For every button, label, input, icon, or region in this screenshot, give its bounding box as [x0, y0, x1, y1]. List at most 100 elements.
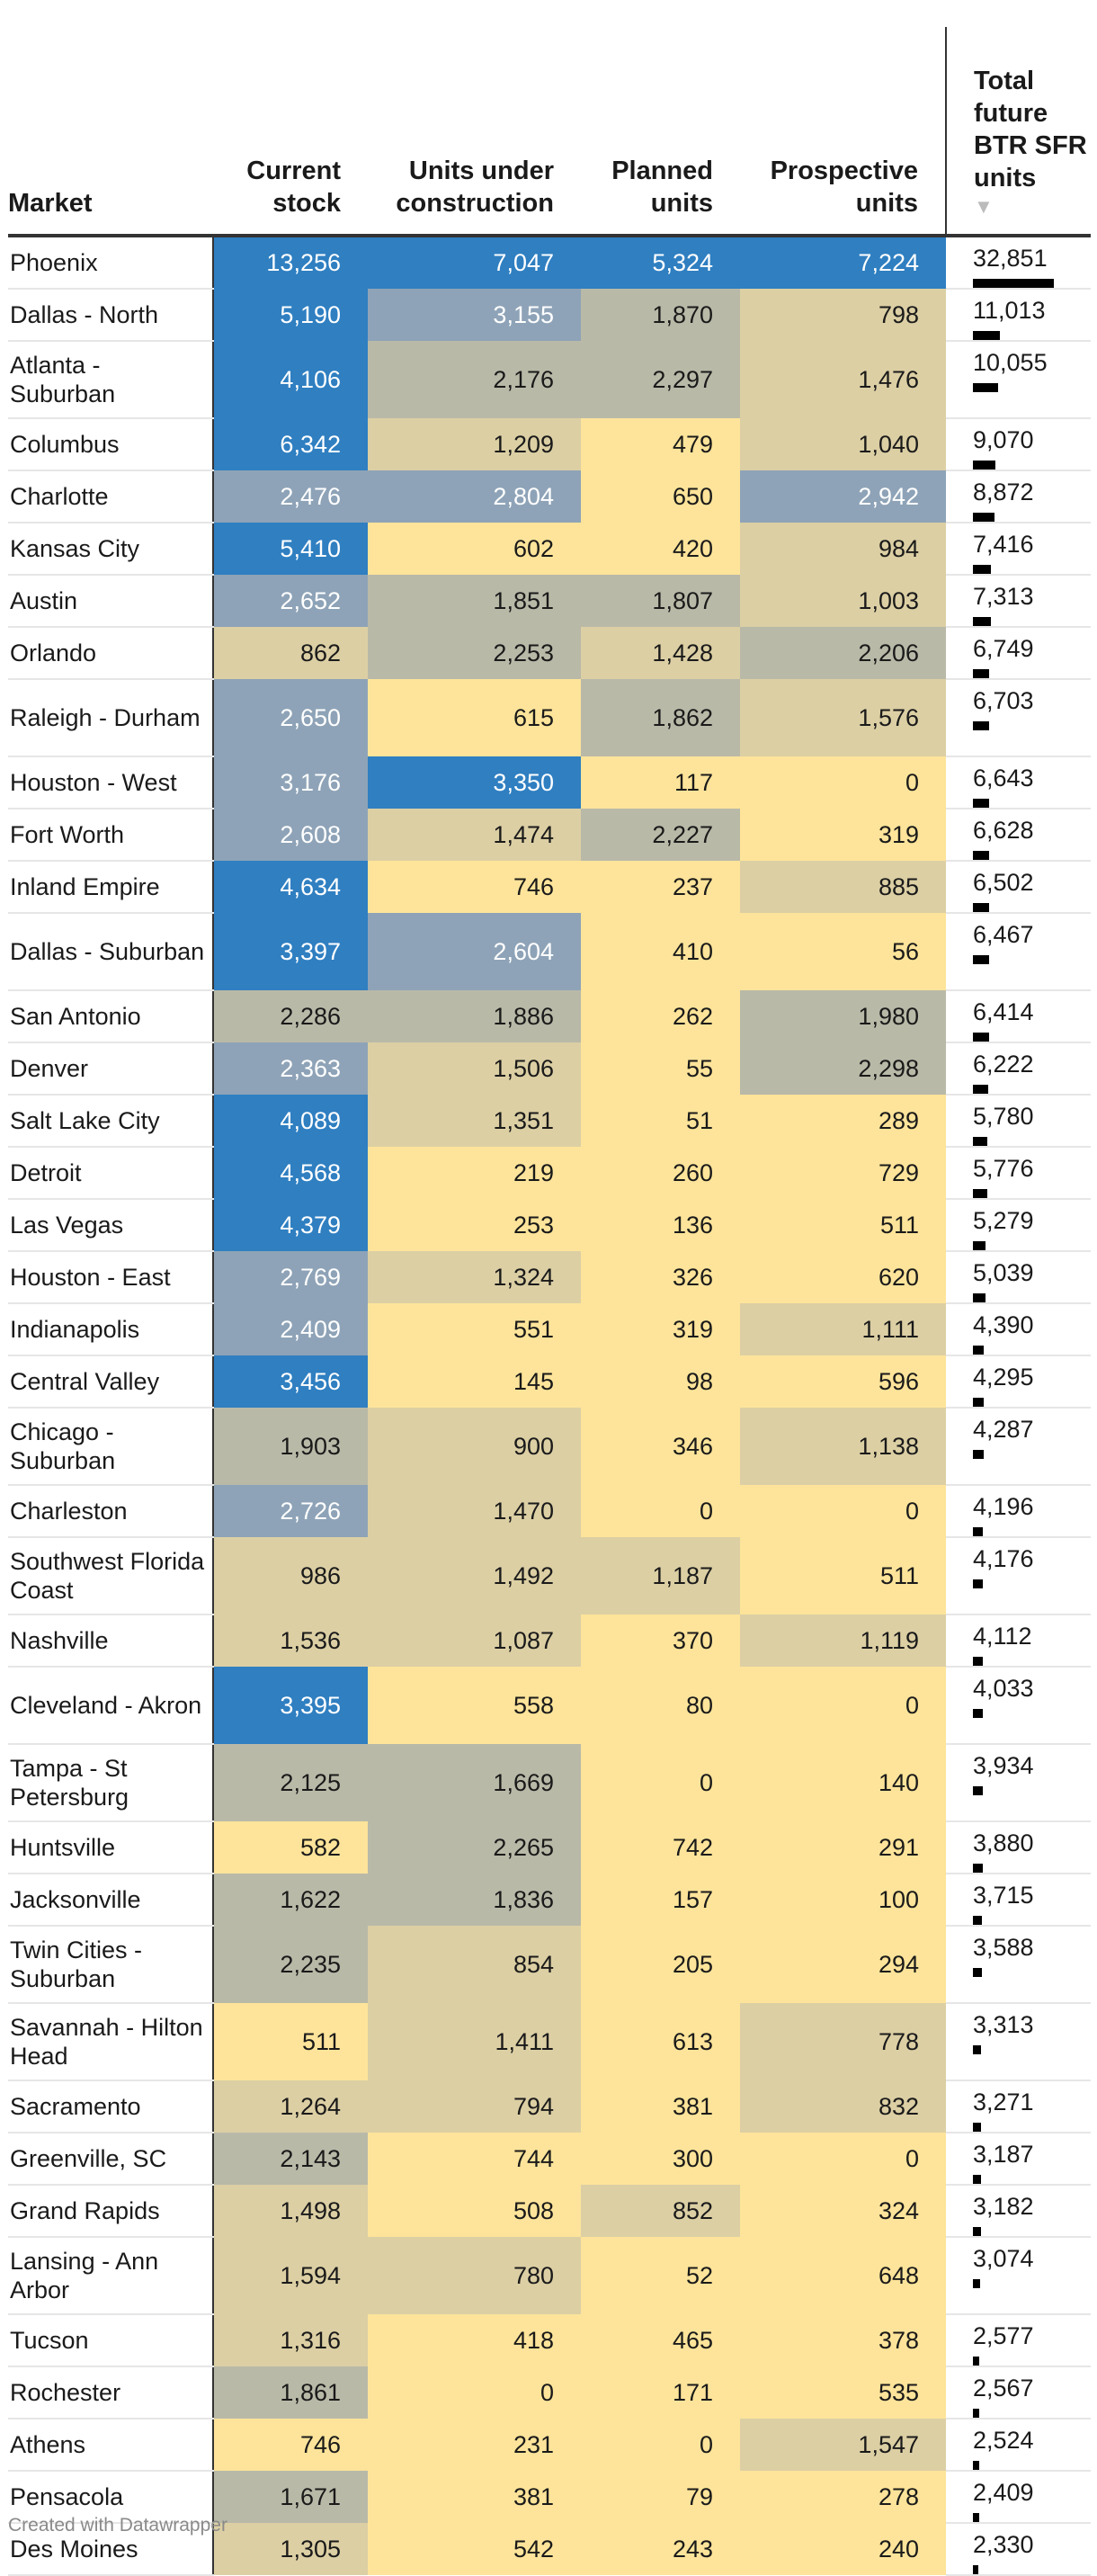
table-body: Phoenix 13,256 7,047 5,324 7,224 32,851 Dallas…	[8, 236, 1091, 2576]
market-cell: Savannah - Hilton Head	[8, 2003, 214, 2081]
table-row: Orlando 862 2,253 1,428 2,206 6,749	[8, 627, 1091, 680]
total-cell: 3,271	[946, 2080, 1091, 2133]
market-cell: Athens	[8, 2419, 214, 2472]
planned-units-cell: 117	[581, 756, 740, 809]
units-under-construction-cell: 1,851	[368, 575, 581, 627]
prospective-units-cell: 2,206	[740, 627, 946, 679]
table-row: Salt Lake City 4,089 1,351 51 289 5,780	[8, 1095, 1091, 1148]
current-stock-cell: 1,861	[213, 2366, 368, 2419]
planned-units-cell: 5,324	[581, 236, 740, 289]
units-under-construction-cell: 3,350	[368, 756, 581, 809]
current-stock-cell: 6,342	[213, 418, 368, 470]
sort-descending-icon[interactable]: ▼	[974, 195, 994, 218]
table-row: Huntsville 582 2,265 742 291 3,880	[8, 1821, 1091, 1874]
total-value: 7,416	[973, 531, 1034, 558]
prospective-units-cell: 278	[740, 2471, 946, 2523]
column-header-units-under-construction[interactable]: Units under construction	[368, 27, 581, 237]
total-value: 7,313	[973, 583, 1034, 610]
total-value: 3,182	[973, 2193, 1034, 2220]
prospective-units-cell: 2,942	[740, 470, 946, 523]
market-cell: Atlanta - Suburban	[8, 341, 214, 419]
units-under-construction-cell: 381	[368, 2471, 581, 2523]
prospective-units-cell: 1,040	[740, 418, 946, 470]
units-under-construction-cell: 2,253	[368, 627, 581, 679]
market-cell: Central Valley	[8, 1355, 214, 1409]
current-stock-cell: 3,456	[213, 1355, 368, 1408]
units-under-construction-cell: 744	[368, 2133, 581, 2185]
total-value: 4,112	[973, 1623, 1032, 1650]
total-bar	[973, 383, 998, 392]
current-stock-cell: 2,125	[213, 1744, 368, 1821]
market-cell: Rochester	[8, 2366, 214, 2419]
planned-units-cell: 0	[581, 1485, 740, 1537]
units-under-construction-cell: 2,804	[368, 470, 581, 523]
total-cell: 3,588	[946, 1926, 1091, 2004]
table-row: Pensacola 1,671 381 79 278 2,409	[8, 2471, 1091, 2524]
planned-units-cell: 742	[581, 1821, 740, 1874]
prospective-units-cell: 289	[740, 1095, 946, 1147]
column-header-current-stock[interactable]: Current stock	[213, 27, 368, 237]
total-cell: 3,715	[946, 1874, 1091, 1927]
prospective-units-cell: 1,980	[740, 990, 946, 1042]
market-cell: Austin	[8, 575, 214, 628]
prospective-units-cell: 140	[740, 1744, 946, 1821]
table-row: Detroit 4,568 219 260 729 5,776	[8, 1147, 1091, 1200]
planned-units-cell: 852	[581, 2185, 740, 2237]
total-bar	[973, 2461, 979, 2470]
market-cell: Dallas - North	[8, 289, 214, 342]
table-row: Inland Empire 4,634 746 237 885 6,502	[8, 861, 1091, 914]
total-bar	[973, 1398, 984, 1407]
units-under-construction-cell: 7,047	[368, 236, 581, 289]
table-row: Atlanta - Suburban 4,106 2,176 2,297 1,476 10…	[8, 341, 1091, 419]
planned-units-cell: 171	[581, 2366, 740, 2419]
units-under-construction-cell: 1,886	[368, 990, 581, 1042]
market-cell: Indianapolis	[8, 1303, 214, 1356]
total-value: 3,313	[973, 2011, 1034, 2038]
current-stock-cell: 1,671	[213, 2471, 368, 2523]
total-value: 3,934	[973, 1752, 1034, 1779]
total-bar	[973, 1189, 987, 1198]
column-header-prospective-units[interactable]: Prospective units	[740, 27, 946, 237]
total-cell: 32,851	[946, 236, 1091, 290]
current-stock-cell: 1,316	[213, 2314, 368, 2366]
market-cell: Huntsville	[8, 1821, 214, 1874]
table-row: Fort Worth 2,608 1,474 2,227 319 6,628	[8, 809, 1091, 862]
total-bar	[973, 955, 989, 964]
total-value: 8,872	[973, 479, 1034, 505]
units-under-construction-cell: 854	[368, 1926, 581, 2003]
column-header-market[interactable]: Market	[8, 27, 213, 237]
total-bar	[973, 279, 1054, 288]
market-cell: Orlando	[8, 627, 214, 680]
total-value: 9,070	[973, 426, 1034, 453]
table-row: Cleveland - Akron 3,395 558 80 0 4,033	[8, 1667, 1091, 1745]
column-header-total-future-units[interactable]: Total future BTR SFR units ▼	[945, 27, 1091, 237]
column-header-planned-units[interactable]: Planned units	[581, 27, 740, 237]
current-stock-cell: 5,190	[213, 289, 368, 341]
units-under-construction-cell: 2,176	[368, 341, 581, 418]
units-under-construction-cell: 2,604	[368, 913, 581, 990]
current-stock-cell: 1,498	[213, 2185, 368, 2237]
total-bar	[973, 2227, 981, 2236]
total-bar	[973, 1293, 986, 1302]
current-stock-cell: 4,634	[213, 861, 368, 913]
market-cell: Lansing - Ann Arbor	[8, 2237, 214, 2315]
prospective-units-cell: 1,476	[740, 341, 946, 418]
current-stock-cell: 511	[213, 2003, 368, 2080]
total-cell: 4,287	[946, 1408, 1091, 1486]
total-value: 3,074	[973, 2245, 1034, 2272]
prospective-units-cell: 596	[740, 1355, 946, 1408]
prospective-units-cell: 511	[740, 1199, 946, 1251]
planned-units-cell: 326	[581, 1251, 740, 1303]
planned-units-cell: 613	[581, 2003, 740, 2080]
total-bar	[973, 1527, 983, 1536]
planned-units-cell: 1,428	[581, 627, 740, 679]
total-value: 2,524	[973, 2427, 1034, 2454]
total-cell: 5,279	[946, 1199, 1091, 1252]
prospective-units-cell: 729	[740, 1147, 946, 1199]
total-bar	[973, 461, 995, 470]
total-cell: 2,577	[946, 2314, 1091, 2367]
prospective-units-cell: 56	[740, 913, 946, 990]
units-under-construction-cell: 746	[368, 861, 581, 913]
planned-units-cell: 1,870	[581, 289, 740, 341]
total-cell: 3,074	[946, 2237, 1091, 2315]
